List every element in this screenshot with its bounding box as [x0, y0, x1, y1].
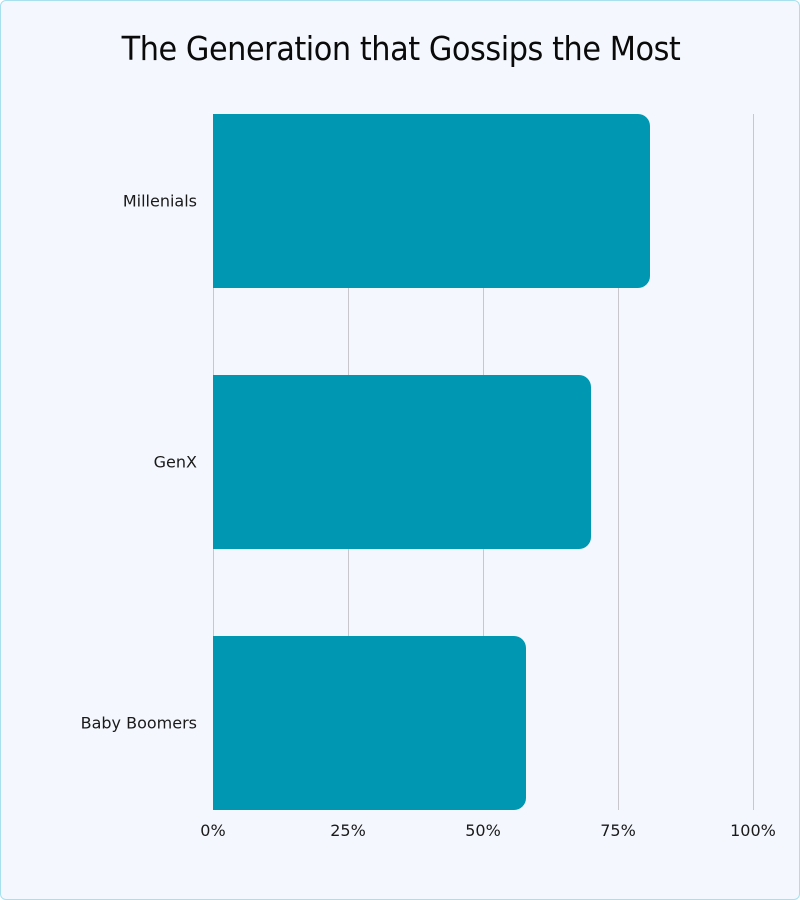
x-tick-label: 0%: [200, 821, 226, 840]
x-tick-label: 50%: [465, 821, 501, 840]
category-label: GenX: [153, 452, 197, 472]
gridline-75: [618, 114, 619, 810]
category-label: Baby Boomers: [80, 713, 197, 733]
x-tick-label: 25%: [330, 821, 366, 840]
category-label: Millenials: [122, 191, 197, 211]
chart-title: The Generation that Gossips the Most: [121, 29, 681, 68]
bar-millenials: [213, 114, 651, 288]
x-tick-label: 100%: [730, 821, 776, 840]
bar-genx: [213, 375, 591, 549]
gridline-100: [753, 114, 754, 810]
x-tick-label: 75%: [600, 821, 636, 840]
plot-area: [213, 114, 754, 810]
bar-baby-boomers: [213, 636, 527, 810]
